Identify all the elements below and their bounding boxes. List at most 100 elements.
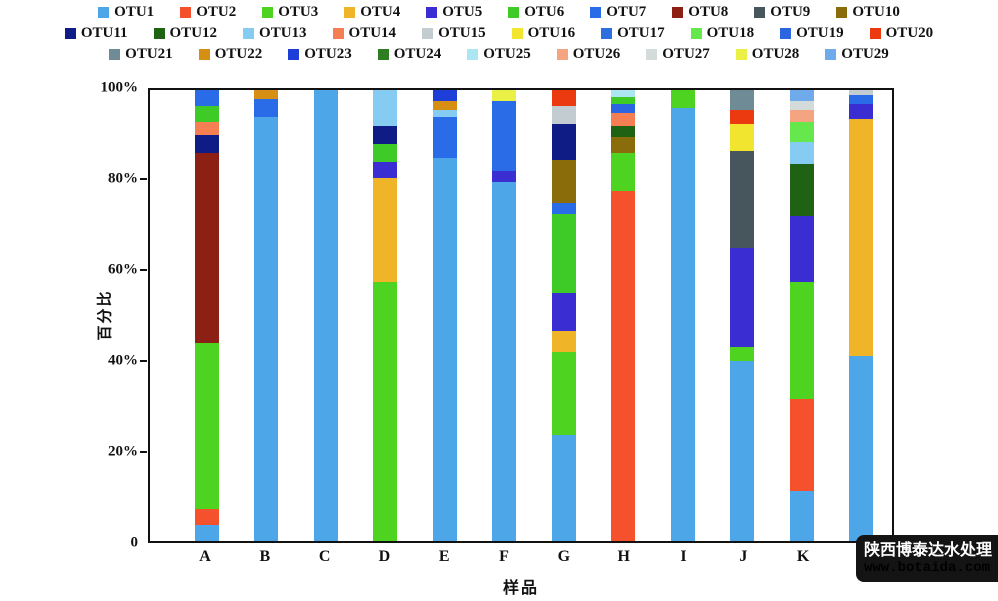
legend-swatch-otu7 bbox=[590, 7, 602, 18]
legend-label-otu17: OTU17 bbox=[617, 25, 665, 41]
bars-container bbox=[150, 90, 892, 541]
y-tick-label-60: 60% bbox=[108, 261, 138, 278]
legend-item-otu10: OTU10 bbox=[836, 5, 900, 20]
bar-sample-G bbox=[551, 90, 576, 541]
legend-item-otu18: OTU18 bbox=[690, 25, 755, 41]
legend-swatch-otu15 bbox=[422, 28, 434, 39]
bar-segment-otu5 bbox=[551, 292, 576, 332]
legend-label-otu25: OTU25 bbox=[483, 46, 531, 62]
legend-swatch-otu12 bbox=[153, 28, 165, 39]
bar-segment-otu3 bbox=[373, 281, 398, 541]
legend-item-otu17: OTU17 bbox=[601, 26, 665, 41]
bar-segment-otu1 bbox=[551, 435, 576, 541]
legend-label-otu23: OTU23 bbox=[304, 46, 352, 62]
bar-segment-otu15 bbox=[551, 105, 576, 124]
legend-label-otu26: OTU26 bbox=[572, 46, 621, 62]
legend-swatch-otu26 bbox=[556, 49, 568, 60]
bar-segment-otu1 bbox=[848, 356, 873, 541]
legend-swatch-otu28 bbox=[735, 49, 747, 60]
x-label-E: E bbox=[438, 548, 450, 565]
legend-item-otu4: OTU4 bbox=[344, 5, 400, 20]
legend-swatch-otu8 bbox=[672, 7, 684, 18]
legend-label-otu13: OTU13 bbox=[259, 25, 307, 41]
bar-sample-K bbox=[789, 90, 814, 541]
bar-segment-otu10 bbox=[611, 137, 636, 154]
bar-segment-otu2 bbox=[789, 398, 814, 492]
bar-segment-otu22 bbox=[432, 101, 457, 111]
bar-sample-C bbox=[313, 90, 338, 541]
bar-segment-otu6 bbox=[373, 144, 398, 163]
y-axis-title: 百分比 bbox=[97, 289, 114, 341]
x-label-K: K bbox=[796, 548, 810, 565]
legend-label-otu1: OTU1 bbox=[114, 4, 155, 20]
x-label-H: H bbox=[617, 548, 630, 565]
legend-item-otu6: OTU6 bbox=[508, 5, 564, 20]
legend-label-otu12: OTU12 bbox=[169, 25, 218, 41]
legend-swatch-otu20 bbox=[869, 28, 881, 39]
x-label-G: G bbox=[557, 548, 571, 565]
x-label-B: B bbox=[259, 548, 271, 565]
legend-item-otu14: OTU14 bbox=[332, 25, 397, 41]
legend-item-otu11: OTU11 bbox=[64, 25, 128, 41]
legend-item-otu28: OTU28 bbox=[735, 47, 799, 62]
legend-swatch-otu13 bbox=[243, 28, 255, 39]
legend-item-otu5: OTU5 bbox=[426, 5, 482, 20]
x-label-I: I bbox=[680, 548, 687, 565]
legend-item-otu23: OTU23 bbox=[288, 47, 352, 62]
legend-label-otu18: OTU18 bbox=[706, 25, 755, 41]
bar-segment-otu29 bbox=[789, 90, 814, 102]
x-axis-labels: A B C D E F G H I J K bbox=[148, 548, 894, 566]
bar-segment-otu3 bbox=[195, 342, 219, 510]
legend-label-otu16: OTU16 bbox=[527, 25, 576, 41]
bar-segment-otu18 bbox=[789, 121, 814, 142]
x-label-C: C bbox=[318, 548, 331, 565]
legend-swatch-otu25 bbox=[467, 49, 479, 60]
legend-item-otu1: OTU1 bbox=[98, 5, 154, 20]
legend-swatch-otu11 bbox=[64, 28, 76, 39]
y-tick-mark-40 bbox=[140, 360, 147, 362]
bar-segment-otu15 bbox=[848, 90, 873, 95]
legend-label-otu20: OTU20 bbox=[885, 25, 934, 41]
y-tick-label-80: 80% bbox=[108, 170, 138, 187]
bar-segment-otu1 bbox=[730, 360, 755, 541]
legend-swatch-otu2 bbox=[180, 7, 192, 18]
legend-item-otu16: OTU16 bbox=[511, 25, 576, 41]
bar-segment-otu26 bbox=[789, 110, 814, 122]
legend-row-3: OTU21 OTU22 OTU23 OTU24 OTU25 OTU26 OTU27 OTU28… bbox=[0, 47, 998, 62]
legend-label-otu11: OTU11 bbox=[80, 25, 128, 41]
bar-segment-otu10 bbox=[551, 159, 576, 203]
bar-segment-otu1 bbox=[254, 117, 279, 541]
legend-label-otu21: OTU21 bbox=[125, 46, 173, 62]
legend-swatch-otu6 bbox=[508, 7, 520, 18]
legend-swatch-otu3 bbox=[262, 7, 274, 18]
x-axis-title: 样品 bbox=[502, 580, 540, 597]
bar-sample-J bbox=[730, 90, 755, 541]
bar-segment-otu11 bbox=[551, 123, 576, 160]
legend-label-otu22: OTU22 bbox=[214, 46, 263, 62]
y-tick-label-0: 0 bbox=[130, 534, 139, 551]
legend-label-otu9: OTU9 bbox=[770, 4, 811, 20]
legend-swatch-otu5 bbox=[426, 7, 438, 18]
x-label-D: D bbox=[378, 548, 391, 565]
bar-segment-otu6 bbox=[611, 96, 636, 104]
legend-swatch-otu16 bbox=[511, 28, 523, 39]
legend-item-otu25: OTU25 bbox=[467, 47, 531, 62]
bar-segment-otu7 bbox=[432, 117, 457, 158]
legend-label-otu14: OTU14 bbox=[348, 25, 397, 41]
legend-label-otu29: OTU29 bbox=[841, 46, 889, 62]
bar-sample-D bbox=[373, 90, 398, 541]
x-label-A: A bbox=[199, 548, 211, 565]
legend-item-otu24: OTU24 bbox=[377, 47, 441, 62]
bar-segment-otu2 bbox=[195, 509, 219, 526]
bar-segment-otu1 bbox=[492, 182, 517, 541]
bar-segment-otu3 bbox=[551, 351, 576, 436]
legend-label-otu3: OTU3 bbox=[278, 4, 319, 20]
y-tick-mark-60 bbox=[140, 269, 147, 271]
bar-segment-otu11 bbox=[195, 135, 219, 154]
legend-item-otu26: OTU26 bbox=[556, 46, 621, 62]
x-label-F: F bbox=[499, 548, 509, 565]
bar-sample-E bbox=[432, 90, 457, 541]
legend-swatch-otu23 bbox=[288, 49, 300, 60]
bar-segment-otu5 bbox=[730, 247, 755, 348]
bar-segment-otu5 bbox=[789, 216, 814, 282]
